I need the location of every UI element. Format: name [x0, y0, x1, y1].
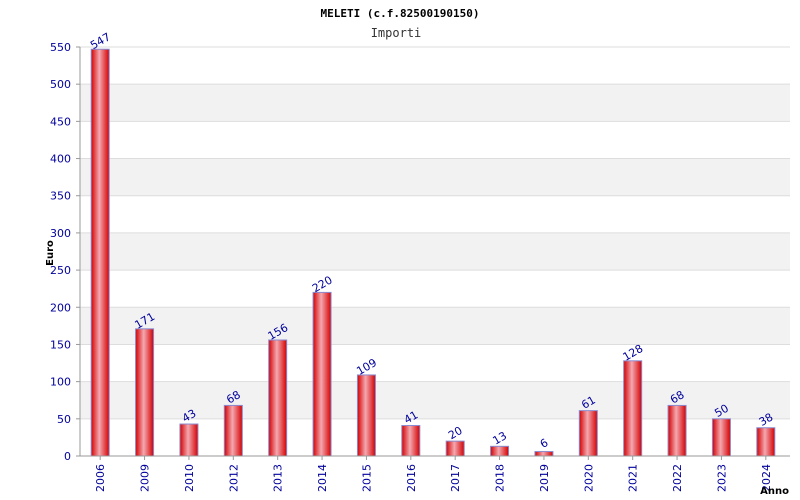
- y-tick-label: 450: [50, 115, 71, 128]
- grid-band: [80, 270, 790, 308]
- x-tick-label: 2013: [272, 464, 285, 492]
- value-label: 43: [180, 407, 199, 425]
- bar: [135, 328, 155, 457]
- value-label: 68: [668, 388, 687, 406]
- bar: [312, 291, 332, 457]
- x-axis-title: Anno: [760, 486, 789, 497]
- x-tick-label: 2017: [449, 464, 462, 492]
- bar: [667, 404, 687, 457]
- grid-band: [80, 195, 790, 233]
- chart-subtitle: Importi: [371, 26, 422, 40]
- x-tick-label: 2016: [405, 464, 418, 492]
- y-axis-ticks: 0 50 100 150 200 250 300 350 400 450 500 550: [50, 41, 80, 463]
- bar: [578, 410, 598, 457]
- x-axis-ticks: 2006 2009 2010 2012 2013 2014 2015 2016 2017 2018…: [94, 456, 773, 492]
- bar: [268, 339, 288, 457]
- bar: [711, 418, 731, 457]
- x-tick-label: 2022: [671, 464, 684, 492]
- y-tick-label: 250: [50, 264, 71, 277]
- bars: [90, 48, 776, 457]
- value-label: 61: [579, 393, 598, 411]
- y-tick-label: 150: [50, 338, 71, 351]
- grid-band: [80, 84, 790, 122]
- bar: [179, 423, 199, 457]
- chart-title: MELETI (c.f.82500190150): [321, 7, 480, 20]
- y-tick-label: 550: [50, 41, 71, 54]
- x-tick-label: 2015: [360, 464, 373, 492]
- grid-band: [80, 232, 790, 271]
- x-tick-label: 2023: [715, 464, 728, 492]
- x-tick-label: 2021: [627, 464, 640, 492]
- x-tick-label: 2020: [582, 464, 595, 492]
- bar: [90, 48, 110, 457]
- value-label: 68: [224, 388, 243, 406]
- value-label: 13: [491, 429, 510, 447]
- y-tick-label: 50: [57, 413, 71, 426]
- y-tick-label: 100: [50, 376, 71, 389]
- x-tick-label: 2014: [316, 464, 329, 492]
- bar: [490, 445, 510, 457]
- value-label: 50: [712, 402, 731, 420]
- x-tick-label: 2010: [183, 464, 196, 492]
- background-bands: [80, 47, 790, 456]
- value-label: 38: [757, 411, 776, 429]
- bar: [356, 374, 376, 457]
- x-tick-label: 2012: [227, 464, 240, 492]
- grid-band: [80, 307, 790, 345]
- bar: [445, 440, 465, 457]
- y-tick-label: 350: [50, 190, 71, 203]
- grid-band: [80, 158, 790, 196]
- x-tick-label: 2024: [760, 464, 773, 492]
- y-axis-title: Euro: [45, 240, 56, 266]
- grid-band: [80, 121, 790, 159]
- x-tick-label: 2019: [538, 464, 551, 492]
- grid-band: [80, 344, 790, 382]
- value-label: 41: [402, 408, 421, 426]
- y-tick-label: 400: [50, 153, 71, 166]
- bar: [623, 360, 643, 457]
- bar: [401, 425, 421, 457]
- x-tick-label: 2006: [94, 464, 107, 492]
- bar: [223, 404, 243, 457]
- x-tick-label: 2018: [494, 464, 507, 492]
- grid-band: [80, 47, 790, 85]
- y-tick-label: 300: [50, 227, 71, 240]
- x-tick-label: 2009: [139, 464, 152, 492]
- y-tick-label: 200: [50, 301, 71, 314]
- value-label: 20: [446, 424, 465, 442]
- bar: [756, 427, 776, 457]
- y-tick-label: 500: [50, 78, 71, 91]
- bar: [534, 451, 554, 457]
- y-tick-label: 0: [64, 450, 71, 463]
